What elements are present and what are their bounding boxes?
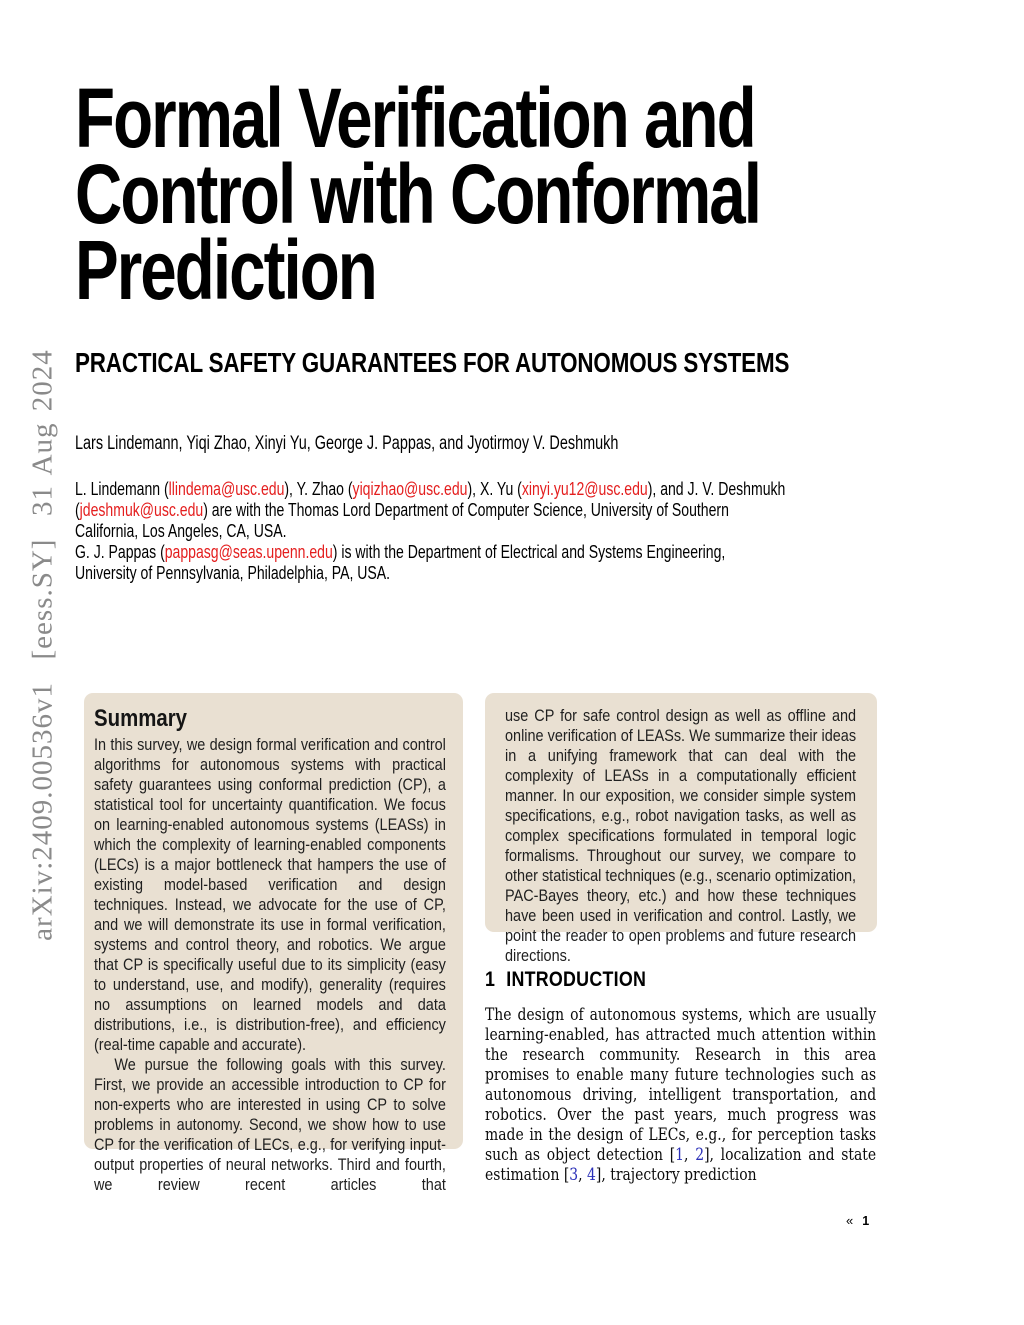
body-text: ,: [684, 1145, 696, 1165]
page-footer: « 1: [846, 1213, 869, 1228]
affiliation-text: ), and J. V. Deshmukh: [647, 479, 786, 499]
summary-paragraph-1: In this survey, we design formal verific…: [94, 735, 446, 1054]
summary-paragraph-3: use CP for safe control design as well a…: [505, 706, 857, 965]
citation-link[interactable]: 1: [675, 1145, 685, 1165]
citation-link[interactable]: 2: [695, 1145, 705, 1165]
section-title: INTRODUCTION: [506, 968, 647, 991]
introduction-paragraph: The design of autonomous systems, which …: [485, 1005, 876, 1185]
affiliation-text: ) is with the Department of Electrical a…: [332, 542, 726, 562]
affiliation-line: California, Los Angeles, CA, USA.: [75, 521, 878, 542]
email-link[interactable]: yiqizhao@usc.edu: [352, 479, 468, 499]
authors-line: Lars Lindemann, Yiqi Zhao, Xinyi Yu, Geo…: [75, 433, 619, 454]
affiliation-block: L. Lindemann (llindema@usc.edu), Y. Zhao…: [75, 479, 878, 584]
email-link[interactable]: llindema@usc.edu: [168, 479, 285, 499]
citation-link[interactable]: 3: [569, 1165, 579, 1185]
page-number: 1: [862, 1214, 870, 1228]
body-text: The design of autonomous systems, which …: [485, 1005, 877, 1165]
affiliation-text: ), X. Yu (: [467, 479, 522, 499]
page-title: Formal Verification and Control with Con…: [75, 71, 762, 317]
email-link[interactable]: pappasg@seas.upenn.edu: [164, 542, 333, 562]
affiliation-line: L. Lindemann (llindema@usc.edu), Y. Zhao…: [75, 479, 878, 500]
affiliation-text: California, Los Angeles, CA, USA.: [75, 521, 287, 541]
body-text: ], trajectory prediction: [595, 1165, 757, 1185]
affiliation-text: University of Pennsylvania, Philadelphia…: [75, 563, 391, 583]
email-link[interactable]: xinyi.yu12@usc.edu: [521, 479, 648, 499]
summary-heading: Summary: [94, 705, 187, 732]
page-subtitle: PRACTICAL SAFETY GUARANTEES FOR AUTONOMO…: [75, 347, 790, 378]
citation-link[interactable]: 4: [587, 1165, 596, 1185]
email-link[interactable]: jdeshmuk@usc.edu: [79, 500, 204, 520]
affiliation-text: ), Y. Zhao (: [284, 479, 353, 499]
section-heading-introduction: 1 INTRODUCTION: [485, 968, 646, 992]
affiliation-line: University of Pennsylvania, Philadelphia…: [75, 563, 878, 584]
affiliation-line: (jdeshmuk@usc.edu) are with the Thomas L…: [75, 500, 878, 521]
body-text: ], localization and state estimation [: [485, 1145, 877, 1185]
summary-paragraph-2: We pursue the following goals with this …: [94, 1055, 446, 1194]
summary-box: Summary In this survey, we design formal…: [84, 693, 463, 1194]
affiliation-line: G. J. Pappas (pappasg@seas.upenn.edu) is…: [75, 542, 878, 563]
section-number: 1: [485, 968, 496, 991]
arxiv-watermark: arXiv:2409.00536v1 [eess.SY] 31 Aug 2024: [26, 349, 59, 941]
affiliation-text: (: [75, 500, 80, 520]
guillemet-marker: «: [846, 1213, 854, 1228]
summary-continuation-box: use CP for safe control design as well a…: [485, 693, 877, 965]
body-text: ,: [578, 1165, 588, 1185]
affiliation-text: L. Lindemann (: [75, 479, 169, 499]
affiliation-text: G. J. Pappas (: [75, 542, 165, 562]
affiliation-text: ) are with the Thomas Lord Department of…: [203, 500, 729, 520]
